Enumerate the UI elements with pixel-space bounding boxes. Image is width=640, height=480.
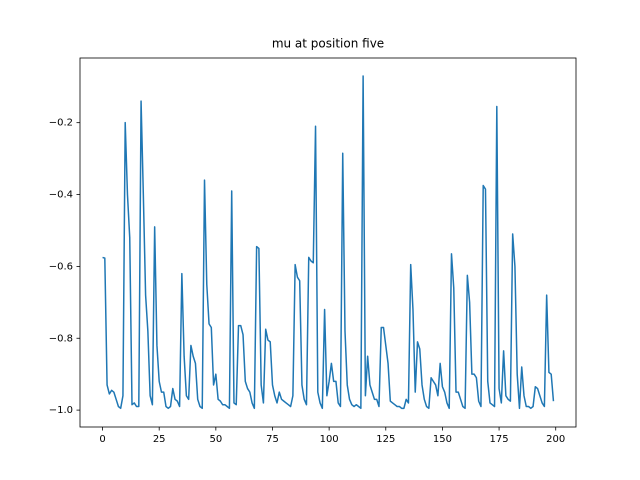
x-tick-label: 75: [266, 434, 279, 445]
x-tick-label: 100: [320, 434, 339, 445]
y-tick-label: −1.0: [49, 405, 73, 416]
y-tick-label: −0.8: [49, 333, 73, 344]
y-tick-label: −0.4: [49, 190, 73, 201]
x-tick-label: 200: [546, 434, 565, 445]
x-tick-label: 25: [153, 434, 166, 445]
x-tick-label: 0: [99, 434, 105, 445]
chart-title: mu at position five: [272, 37, 384, 51]
plot-frame: [79, 57, 577, 428]
x-tick-label: 175: [490, 434, 509, 445]
x-tick-label: 125: [376, 434, 395, 445]
x-tick-label: 150: [433, 434, 452, 445]
data-line: [102, 75, 555, 410]
y-tick-label: −0.2: [49, 118, 73, 129]
y-tick-label: −0.6: [49, 261, 73, 272]
x-tick-label: 50: [209, 434, 222, 445]
